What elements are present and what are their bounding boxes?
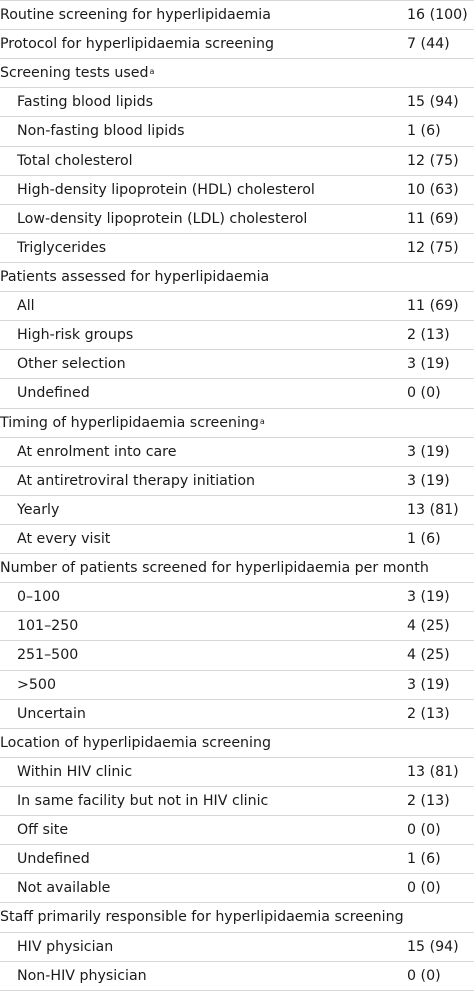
table-row: Non-HIV physician 0 (0) [0,962,474,991]
row-value: 3 (19) [407,443,450,460]
table-row: High-risk groups 2 (13) [0,321,474,351]
row-label: Within HIV clinic [17,763,133,780]
table-row: HIV physician 15 (94) [0,933,474,962]
table-row: High-density lipoprotein (HDL) cholester… [0,176,474,205]
row-label: At every visit [17,531,111,548]
row-value: 10 (63) [407,181,459,198]
table-row: Within HIV clinic 13 (81) [0,758,474,787]
row-label: Routine screening for hyperlipidaemia [0,7,271,24]
row-label: 0–100 [17,589,61,606]
row-label: HIV physician [17,938,114,955]
row-label: Off site [17,822,69,839]
row-label: Other selection [17,356,126,373]
row-value: 2 (13) [407,705,450,722]
row-value: 15 (94) [407,938,459,955]
row-label: Fasting blood lipids [17,94,154,111]
table-row: Yearly 13 (81) [0,496,474,525]
row-value: 0 (0) [407,822,441,839]
row-value: 3 (19) [407,472,450,489]
row-value: 2 (13) [407,327,450,344]
row-value: 13 (81) [407,763,459,780]
table-row: Location of hyperlipidaemia screening [0,729,474,758]
table-row: Undefined 1 (6) [0,845,474,875]
row-value: 3 (19) [407,589,450,606]
row-value: 4 (25) [407,647,450,664]
table-row: 0–100 3 (19) [0,583,474,613]
row-value: 1 (6) [407,851,441,868]
table-row: At antiretroviral therapy initiation 3 (1… [0,467,474,496]
row-label: Location of hyperlipidaemia screening [0,734,271,751]
table-row: Other selection 3 (19) [0,350,474,380]
row-label: Triglycerides [17,239,107,256]
row-label: Total cholesterol [17,152,133,169]
row-value: 7 (44) [407,36,450,53]
row-label: In same facility but not in HIV clinic [17,793,269,809]
table-row: Staff primarily responsible for hyperlip… [0,903,474,933]
row-label: Undefined [17,851,90,868]
row-label: All [17,298,35,315]
table-row: >500 3 (19) [0,671,474,700]
row-label: Patients assessed for hyperlipidaemia [0,269,270,286]
row-value: 1 (6) [407,123,441,140]
row-value: 13 (81) [407,501,459,518]
table-row: Undefined 0 (0) [0,379,474,409]
row-label: Screening tests used a [0,65,155,82]
row-value: 2 (13) [407,793,450,809]
table-row: In same facility but not in HIV clinic 2 … [0,787,474,817]
row-label: 251–500 [17,647,79,664]
row-label: High-risk groups [17,327,134,344]
row-label: Uncertain [17,705,86,722]
row-value: 3 (19) [407,676,450,693]
table-row: Low-density lipoprotein (LDL) cholestero… [0,205,474,234]
row-value: 15 (94) [407,94,459,111]
table-row: Patients assessed for hyperlipidaemia [0,263,474,293]
row-value: 1 (6) [407,531,441,548]
row-label: Yearly [17,501,60,518]
row-label: >500 [17,676,56,693]
table-row: All 11 (69) [0,292,474,322]
table-row: Not available 0 (0) [0,874,474,904]
table-row: Triglycerides 12 (75) [0,234,474,263]
row-value: 0 (0) [407,385,441,402]
table-row: Off site 0 (0) [0,816,474,846]
table-row: Timing of hyperlipidaemia screening a [0,409,474,438]
row-label: Non-fasting blood lipids [17,123,185,140]
table-row: Non-fasting blood lipids 1 (6) [0,117,474,147]
row-label: 101–250 [17,618,79,635]
table-row: Total cholesterol 12 (75) [0,147,474,176]
table-row: Protocol for hyperlipidaemia screening 7 … [0,30,474,60]
table-row: Screening tests used a [0,59,474,89]
row-label: At antiretroviral therapy initiation [17,472,256,489]
row-value: 16 (100) [407,7,468,24]
row-label: Timing of hyperlipidaemia screening a [0,414,265,431]
row-label: Protocol for hyperlipidaemia screening [0,36,274,53]
row-label: High-density lipoprotein (HDL) cholester… [17,181,315,198]
row-value: 12 (75) [407,239,459,256]
row-label: Low-density lipoprotein (LDL) cholestero… [17,210,308,227]
table-row: At every visit 1 (6) [0,525,474,555]
row-value: 4 (25) [407,618,450,635]
table-row: 101–250 4 (25) [0,612,474,642]
table-row: 251–500 4 (25) [0,641,474,671]
table-row: Routine screening for hyperlipidaemia 16 … [0,1,474,31]
row-value: 11 (69) [407,298,459,315]
table-row: Uncertain 2 (13) [0,700,474,729]
row-value: 3 (19) [407,356,450,373]
row-label: Not available [17,880,111,897]
row-label: At enrolment into care [17,443,177,460]
row-value: 0 (0) [407,880,441,897]
row-label: Number of patients screened for hyperlip… [0,560,429,577]
table-row: Fasting blood lipids 15 (94) [0,88,474,118]
table-row: At enrolment into care 3 (19) [0,438,474,467]
row-value: 0 (0) [407,967,441,984]
row-label: Non-HIV physician [17,967,147,984]
row-label: Staff primarily responsible for hyperlip… [0,909,404,926]
row-label: Undefined [17,385,90,402]
row-value: 12 (75) [407,152,459,169]
row-value: 11 (69) [407,210,459,227]
table-row: Number of patients screened for hyperlip… [0,554,474,584]
